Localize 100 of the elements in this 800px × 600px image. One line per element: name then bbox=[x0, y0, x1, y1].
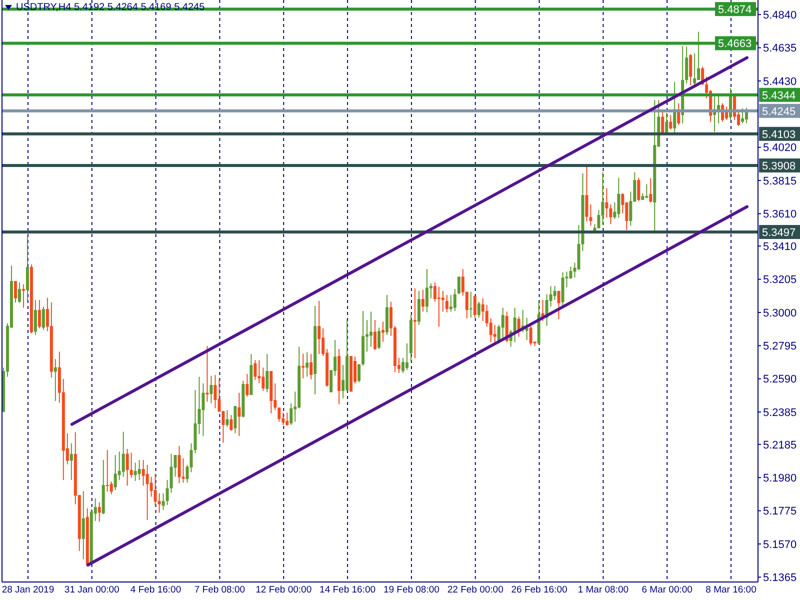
x-tick-label: 8 Mar 16:00 bbox=[706, 584, 756, 596]
candlestick bbox=[413, 288, 416, 359]
candlestick bbox=[234, 406, 237, 434]
candlestick bbox=[214, 374, 217, 409]
candlestick bbox=[230, 414, 233, 432]
candlestick bbox=[246, 373, 249, 398]
candlestick bbox=[226, 410, 229, 428]
candlestick bbox=[106, 450, 109, 492]
y-tick-label: 5.1570 bbox=[763, 538, 797, 551]
candlestick bbox=[525, 317, 528, 340]
ref-line-label: 5.4874 bbox=[718, 4, 752, 16]
ref-line-label: 5.4103 bbox=[762, 128, 796, 141]
candlestick bbox=[310, 354, 313, 380]
candlestick bbox=[142, 459, 145, 486]
candlestick bbox=[18, 282, 21, 304]
y-tick-label: 5.3815 bbox=[763, 175, 797, 188]
candlestick bbox=[370, 311, 373, 348]
x-tick-label: 31 Jan 00:00 bbox=[64, 584, 120, 596]
candlestick bbox=[146, 464, 149, 520]
y-tick-label: 5.1980 bbox=[763, 472, 797, 484]
candlestick bbox=[286, 412, 289, 426]
candlestick bbox=[501, 307, 504, 338]
y-tick-label: 5.3000 bbox=[763, 307, 797, 320]
candlestick bbox=[150, 476, 153, 498]
candlestick bbox=[206, 345, 209, 402]
candlestick bbox=[453, 288, 456, 312]
y-tick-label: 5.1775 bbox=[763, 506, 797, 518]
candlestick bbox=[306, 352, 309, 378]
candlestick bbox=[605, 188, 608, 218]
candlestick bbox=[401, 357, 404, 374]
candlestick bbox=[493, 324, 496, 345]
candlestick bbox=[154, 474, 157, 506]
candlestick bbox=[110, 481, 113, 495]
y-tick-label: 5.2185 bbox=[763, 439, 797, 452]
ref-line-label: 5.4663 bbox=[718, 38, 752, 50]
candlestick bbox=[26, 236, 29, 302]
x-tick-label: 14 Feb 16:00 bbox=[320, 584, 376, 596]
candlestick bbox=[693, 52, 696, 86]
candlestick bbox=[425, 268, 428, 313]
candlestick bbox=[98, 502, 101, 522]
y-tick-label: 5.3610 bbox=[763, 208, 797, 221]
y-tick-label: 5.2590 bbox=[763, 374, 797, 386]
candlestick bbox=[589, 204, 592, 226]
candlestick bbox=[377, 327, 380, 350]
ref-line-label: 5.4344 bbox=[762, 90, 796, 102]
candlestick bbox=[449, 294, 452, 312]
x-tick-label: 26 Feb 16:00 bbox=[511, 584, 568, 596]
candlestick bbox=[170, 453, 173, 494]
y-tick-label: 5.2795 bbox=[763, 340, 797, 353]
candlestick bbox=[254, 360, 257, 380]
candlestick bbox=[122, 431, 125, 478]
candlestick bbox=[126, 448, 129, 486]
candlestick bbox=[585, 166, 588, 222]
candlestick bbox=[645, 184, 648, 199]
ref-line-label: 5.3497 bbox=[762, 226, 796, 239]
candlestick bbox=[158, 492, 161, 514]
candlestick bbox=[138, 459, 141, 481]
candlestick bbox=[22, 284, 25, 308]
candlestick bbox=[202, 382, 205, 436]
y-tick-label: 5.3410 bbox=[763, 240, 797, 253]
candlestick bbox=[609, 204, 612, 225]
candlestick bbox=[162, 492, 165, 510]
y-tick-label: 5.3205 bbox=[763, 274, 797, 286]
candlestick bbox=[513, 307, 516, 343]
candlestick bbox=[445, 294, 448, 313]
candlestick bbox=[473, 295, 476, 318]
candlestick bbox=[358, 364, 361, 383]
candlestick bbox=[54, 358, 57, 402]
candlestick bbox=[70, 442, 73, 481]
x-tick-label: 7 Feb 08:00 bbox=[194, 584, 246, 596]
candlestick bbox=[38, 299, 41, 329]
y-tick-label: 5.4840 bbox=[763, 9, 797, 22]
candlestick bbox=[42, 306, 45, 330]
candlestick bbox=[302, 353, 305, 379]
candlestick bbox=[481, 298, 484, 322]
candlestick bbox=[262, 367, 265, 392]
candlestick bbox=[477, 301, 480, 318]
candlestick bbox=[421, 289, 424, 312]
candlestick bbox=[238, 392, 241, 436]
ref-line-label: 5.3908 bbox=[762, 160, 796, 172]
candlestick bbox=[697, 31, 700, 80]
candlestick bbox=[82, 490, 85, 560]
candlestick bbox=[601, 172, 604, 226]
y-tick-label: 5.4020 bbox=[763, 142, 797, 154]
x-tick-label: 4 Feb 16:00 bbox=[130, 584, 182, 596]
candlestick bbox=[381, 321, 384, 342]
candlestick bbox=[266, 354, 269, 393]
candlestick bbox=[569, 266, 572, 280]
candlestick bbox=[725, 106, 728, 120]
candlestick bbox=[617, 177, 620, 218]
candlestick bbox=[649, 178, 652, 203]
candlestick bbox=[374, 320, 377, 351]
y-tick-label: 5.4635 bbox=[763, 42, 797, 55]
candlestick bbox=[278, 407, 281, 422]
x-tick-label: 1 Mar 08:00 bbox=[578, 584, 629, 596]
candlestick bbox=[637, 177, 640, 202]
y-tick-label: 5.2385 bbox=[763, 406, 797, 419]
candlestick bbox=[210, 375, 213, 404]
ref-line-label: 5.4245 bbox=[762, 106, 796, 118]
candlestick bbox=[166, 480, 169, 506]
